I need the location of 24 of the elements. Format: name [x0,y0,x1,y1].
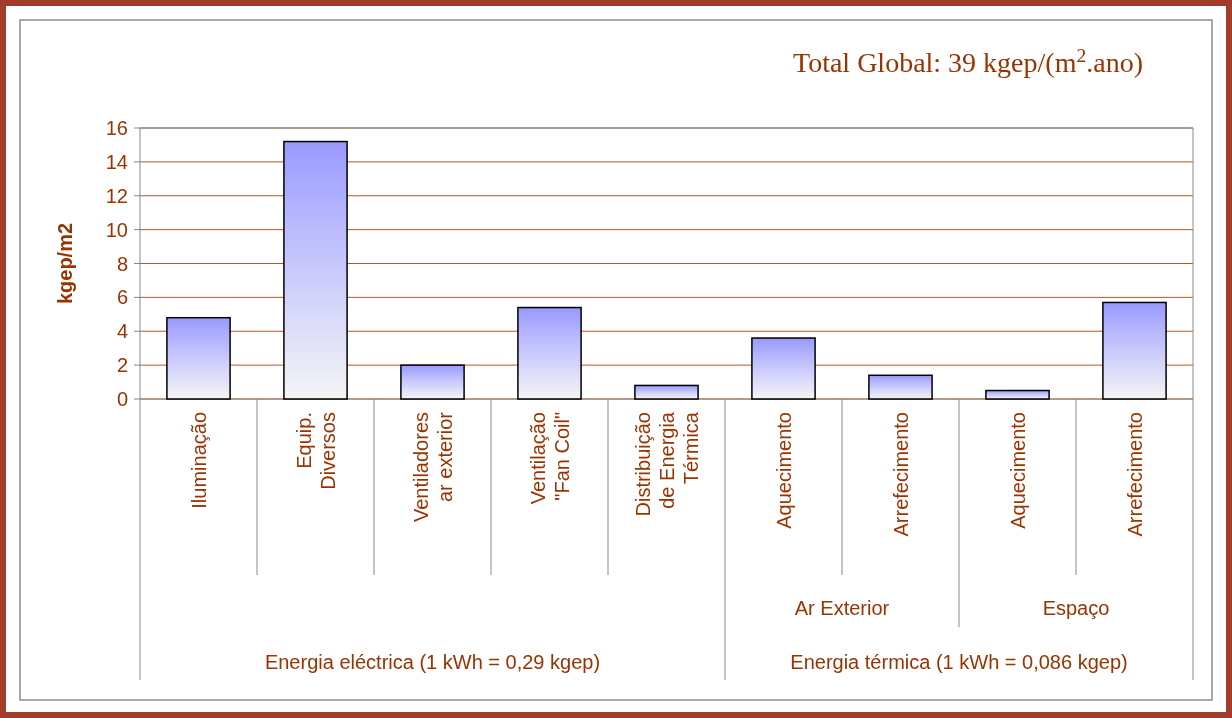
x-tick-label: Ventilação "Fan Coil" [526,412,573,505]
x-tick-label: Aquecimento [1006,412,1029,529]
y-tick-label: 10 [105,218,128,241]
text: Energia eléctrica (1 kWh = 0,29 kgep) [264,651,601,673]
y-tick-label: 2 [116,354,128,377]
x-tick-label: Distribuição de Energia Térmica [631,411,702,517]
y-tick-label: 12 [105,184,128,207]
x-tick-label: Equip. Diversos [292,412,339,490]
x-tick-label: Iluminação [187,412,210,509]
y-tick-label: 16 [105,117,128,139]
text: Espaço [1042,597,1110,619]
y-tick-label: 14 [105,150,128,173]
text: Energia térmica (1 kWh = 0,086 kgep) [790,651,1128,673]
text: Ar Exterior [794,597,890,619]
y-axis-title: kgep/m2 [54,222,76,305]
y-tick-label: 0 [116,388,128,410]
x-tick-label: Ventiladores ar exterior [409,411,456,523]
y-tick-label: 6 [116,286,128,309]
x-tick-label: Arrefecimento [1123,412,1146,537]
y-tick-label: 4 [116,320,128,343]
x-tick-label: Aquecimento [772,412,795,529]
y-tick-label: 8 [116,252,128,275]
x-tick-label: Arrefecimento [889,412,912,537]
chart-title: Total Global: 39 kgep/(m$^{2}$.ano) [793,44,1143,78]
